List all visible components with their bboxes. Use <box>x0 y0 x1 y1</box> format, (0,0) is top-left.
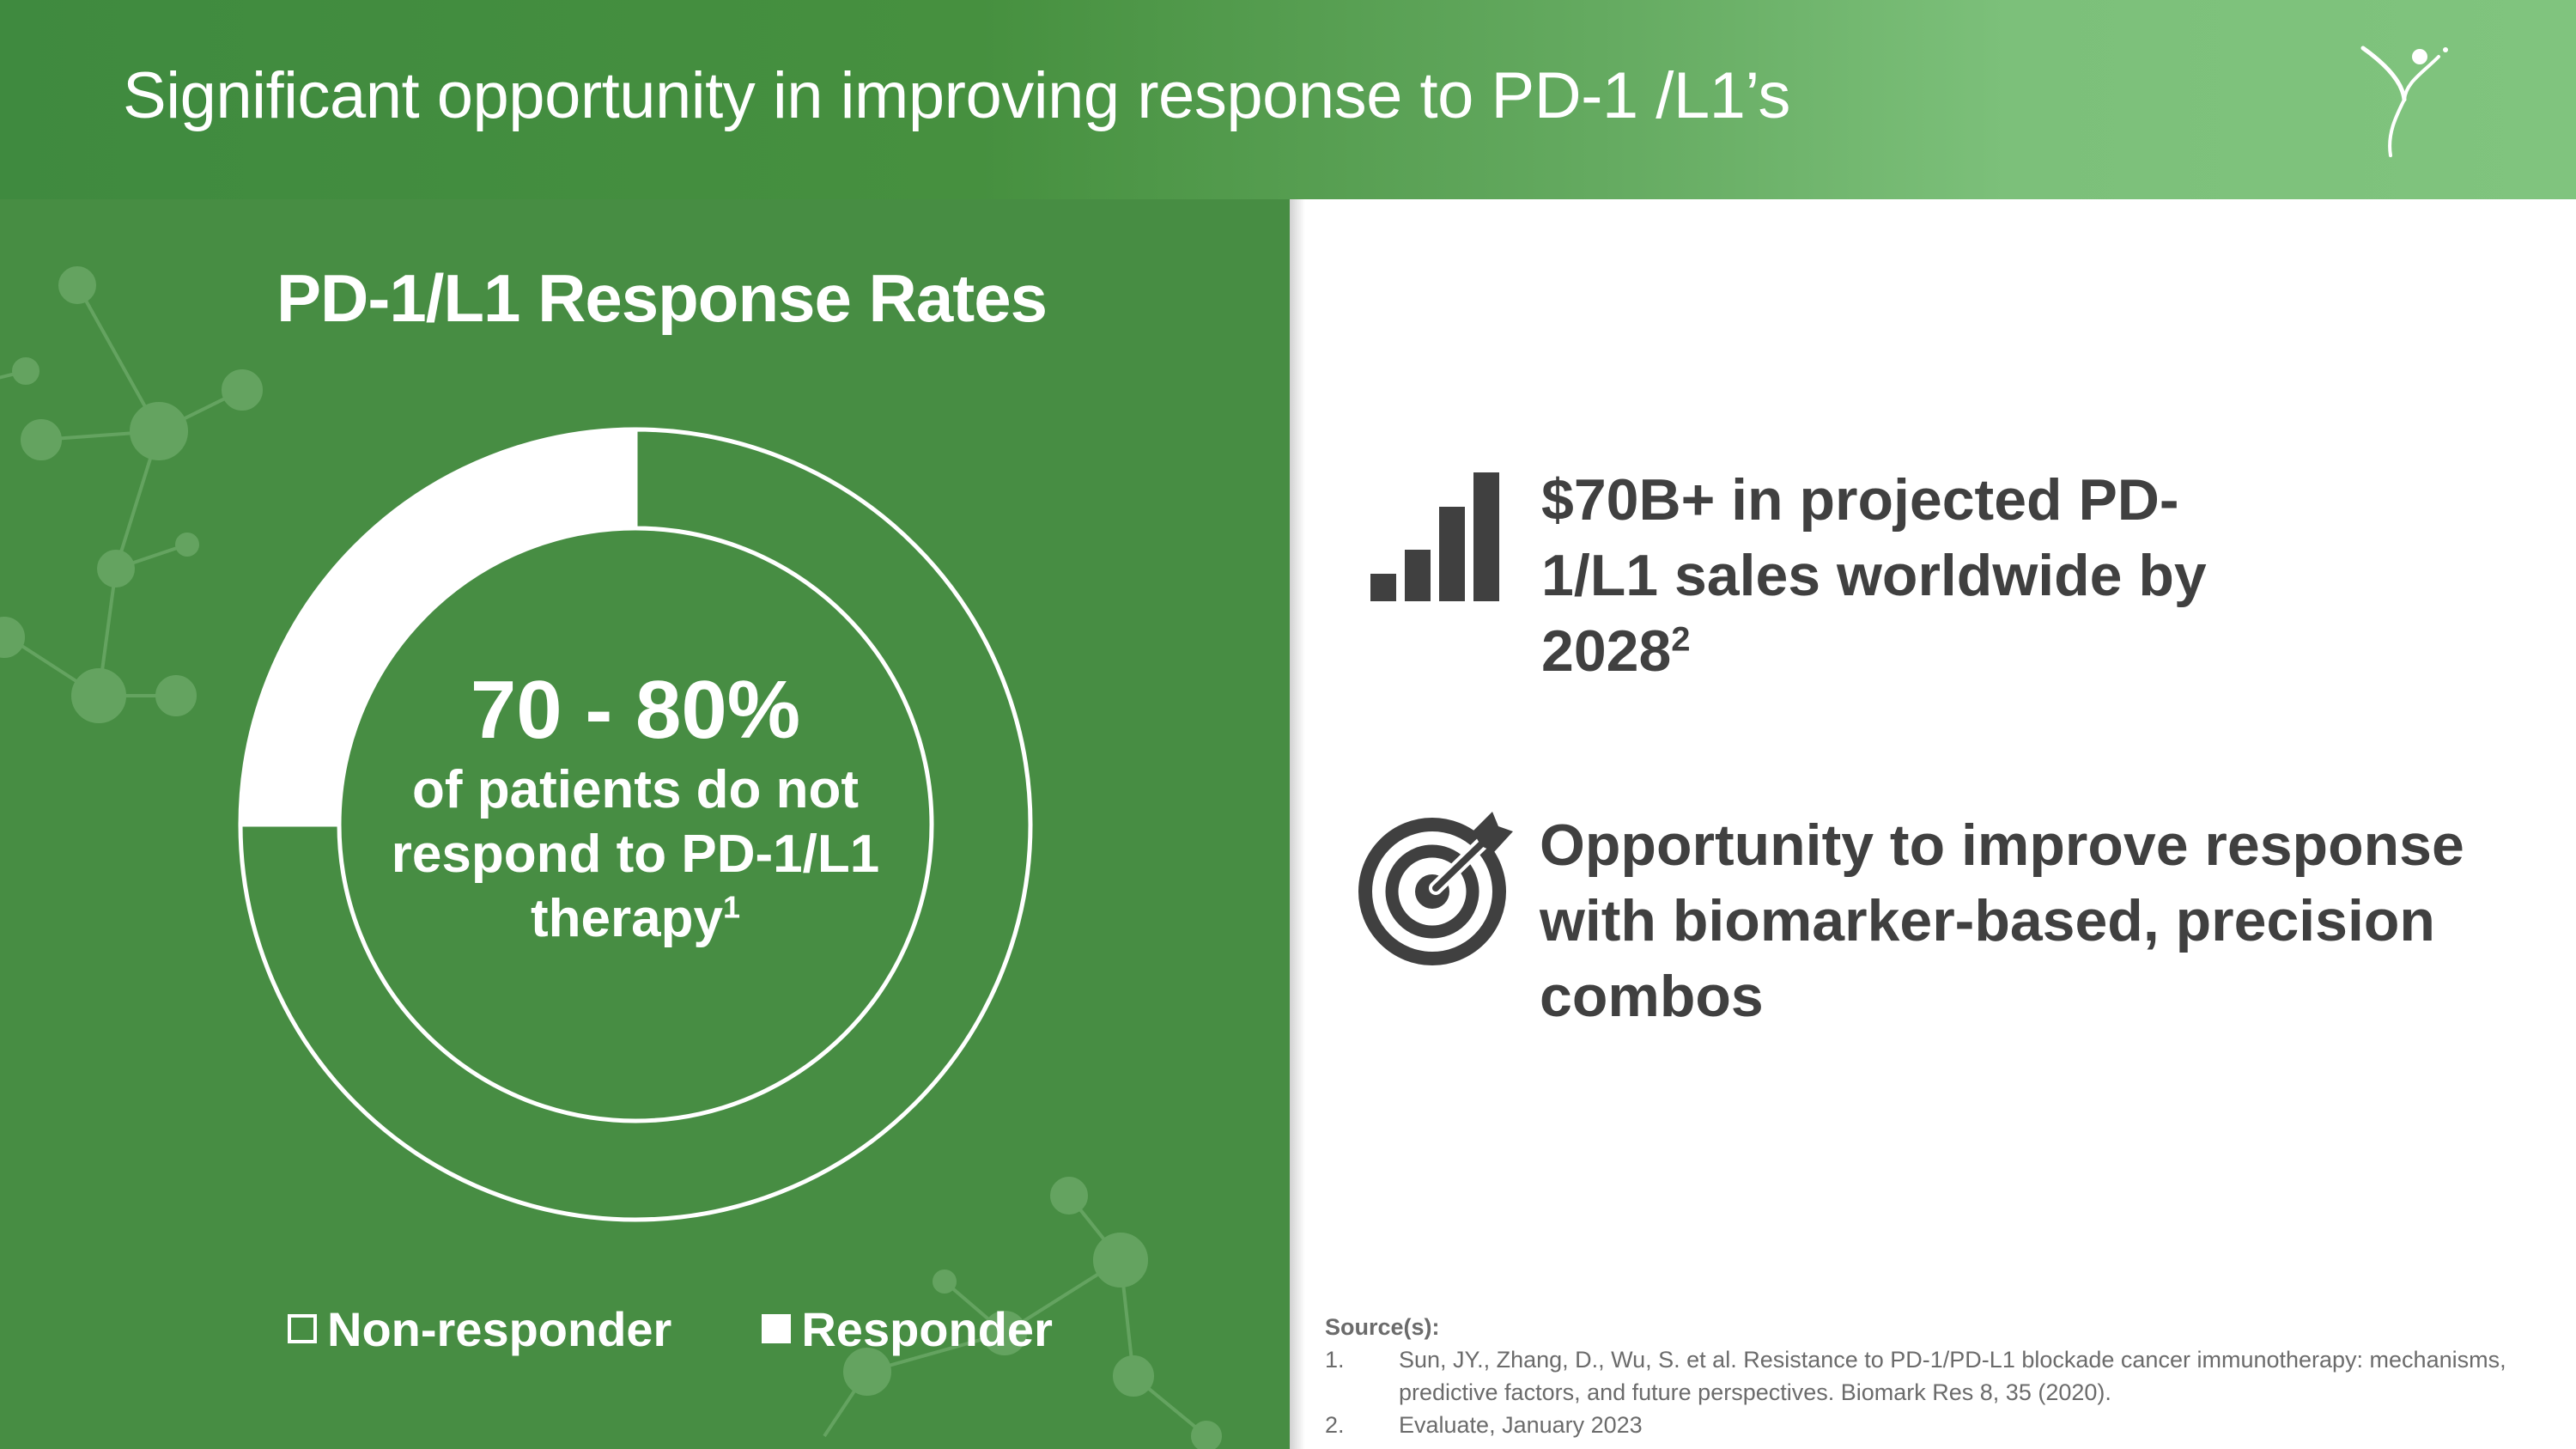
footnote-ref: 1 <box>722 889 740 925</box>
sources-label: Source(s): <box>1325 1314 1440 1340</box>
center-value: 70 - 80% <box>470 664 801 756</box>
source-item: 1. Sun, JY., Zhang, D., Wu, S. et al. Re… <box>1325 1343 2510 1409</box>
legend-swatch-non-responder <box>288 1314 317 1343</box>
legend-label: Non-responder <box>327 1301 672 1356</box>
stat-market-size: $70B+ in projected PD-1/L1 sales worldwi… <box>1361 462 2280 689</box>
stat-text-main: $70B+ in projected PD-1/L1 sales worldwi… <box>1541 467 2207 684</box>
source-number: 2. <box>1325 1412 1345 1438</box>
source-text: Sun, JY., Zhang, D., Wu, S. et al. Resis… <box>1399 1347 2506 1405</box>
sources-footnote: Source(s): 1. Sun, JY., Zhang, D., Wu, S… <box>1325 1311 2510 1441</box>
target-icon <box>1358 812 1513 965</box>
source-number: 1. <box>1325 1347 1345 1373</box>
legend-item-responder: Responder <box>762 1301 1053 1357</box>
panel-shadow <box>1290 199 1305 1449</box>
legend-label: Responder <box>801 1301 1053 1356</box>
center-description: of patients do not respond to PD-1/L1 th… <box>326 758 945 951</box>
donut-slice-responder <box>238 427 638 827</box>
bar-chart-icon <box>1370 472 1499 601</box>
donut-chart <box>238 427 1033 1222</box>
figure-logo-icon <box>2360 46 2448 157</box>
footnote-ref: 2 <box>1671 620 1691 659</box>
molecule-decoration-icon <box>0 266 1222 1449</box>
chart-title: PD-1/L1 Response Rates <box>276 260 1048 336</box>
stat-text: Opportunity to improve response with bio… <box>1540 813 2464 1029</box>
stat-text: $70B+ in projected PD-1/L1 sales worldwi… <box>1541 462 2280 689</box>
source-text: Evaluate, January 2023 <box>1399 1412 1643 1438</box>
donut-center-label: 70 - 80% of patients do not respond to P… <box>326 663 945 951</box>
source-item: 2. Evaluate, January 2023 <box>1325 1409 2510 1441</box>
chart-legend: Non-responder Responder <box>288 1299 1053 1359</box>
chart-panel: PD-1/L1 Response Rates 70 - 80% of patie… <box>0 199 1290 1449</box>
legend-item-non-responder: Non-responder <box>288 1301 671 1357</box>
donut-slice-non-responder <box>238 427 1033 1222</box>
page-title: Significant opportunity in improving res… <box>123 59 1790 132</box>
center-description-text: of patients do not respond to PD-1/L1 th… <box>391 760 880 948</box>
stat-opportunity: Opportunity to improve response with bio… <box>1357 807 2553 1034</box>
header-bar: Significant opportunity in improving res… <box>0 0 2576 199</box>
legend-swatch-responder <box>762 1314 792 1343</box>
